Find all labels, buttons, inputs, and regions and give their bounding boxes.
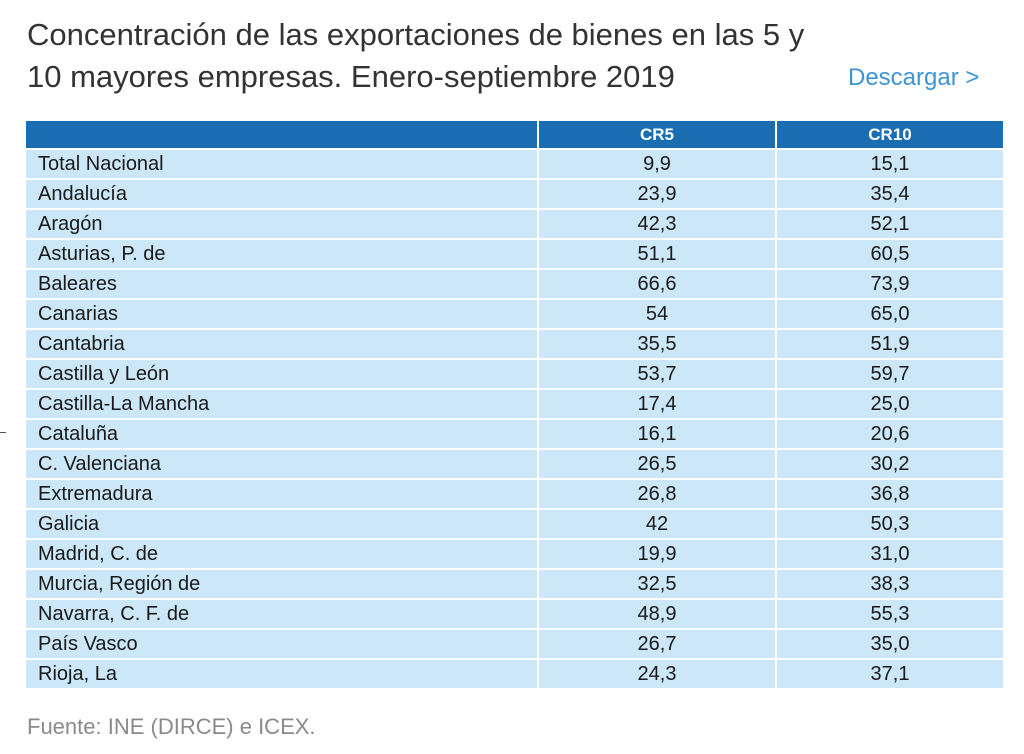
- cr10-cell: 25,0: [777, 390, 1003, 420]
- region-cell: Cantabria: [26, 330, 539, 360]
- table-row: C. Valenciana 26,5 30,2: [26, 450, 1003, 480]
- table-row: Baleares 66,6 73,9: [26, 270, 1003, 300]
- cr10-cell: 35,0: [777, 630, 1003, 660]
- table-row: Rioja, La 24,3 37,1: [26, 660, 1003, 690]
- cr10-cell: 55,3: [777, 600, 1003, 630]
- table-row: Castilla y León 53,7 59,7: [26, 360, 1003, 390]
- cr5-cell: 53,7: [539, 360, 777, 390]
- table-row: Castilla-La Mancha 17,4 25,0: [26, 390, 1003, 420]
- table-row: Extremadura 26,8 36,8: [26, 480, 1003, 510]
- region-cell: Extremadura: [26, 480, 539, 510]
- table-header: CR5 CR10: [26, 121, 1003, 150]
- table-row: Aragón 42,3 52,1: [26, 210, 1003, 240]
- cr5-cell: 54: [539, 300, 777, 330]
- cr10-cell: 15,1: [777, 150, 1003, 180]
- cr10-cell: 35,4: [777, 180, 1003, 210]
- cr10-cell: 52,1: [777, 210, 1003, 240]
- cr5-cell: 26,7: [539, 630, 777, 660]
- region-cell: Murcia, Región de: [26, 570, 539, 600]
- source-note: Fuente: INE (DIRCE) e ICEX.: [27, 714, 316, 739]
- region-cell: País Vasco: [26, 630, 539, 660]
- table-row: Madrid, C. de 19,9 31,0: [26, 540, 1003, 570]
- cr5-cell: 26,8: [539, 480, 777, 510]
- table-body: Total Nacional 9,9 15,1 Andalucía 23,9 35,4 Ar…: [26, 150, 1003, 690]
- cr10-cell: 60,5: [777, 240, 1003, 270]
- region-cell: Baleares: [26, 270, 539, 300]
- cr5-cell: 9,9: [539, 150, 777, 180]
- table-row: Cantabria 35,5 51,9: [26, 330, 1003, 360]
- header-region: [26, 121, 539, 150]
- region-cell: Castilla-La Mancha: [26, 390, 539, 420]
- cr5-cell: 32,5: [539, 570, 777, 600]
- table-row: Total Nacional 9,9 15,1: [26, 150, 1003, 180]
- cr5-cell: 42,3: [539, 210, 777, 240]
- region-cell: Canarias: [26, 300, 539, 330]
- region-cell: C. Valenciana: [26, 450, 539, 480]
- header-cr10: CR10: [777, 121, 1003, 150]
- region-cell: Asturias, P. de: [26, 240, 539, 270]
- table-row: Canarias 54 65,0: [26, 300, 1003, 330]
- table-row: Andalucía 23,9 35,4: [26, 180, 1003, 210]
- download-link[interactable]: Descargar >: [848, 64, 980, 91]
- cr5-cell: 16,1: [539, 420, 777, 450]
- cr5-cell: 24,3: [539, 660, 777, 690]
- margin-tick-mark: [0, 432, 6, 433]
- cr10-cell: 30,2: [777, 450, 1003, 480]
- table-row: Navarra, C. F. de 48,9 55,3: [26, 600, 1003, 630]
- header-cr5: CR5: [539, 121, 777, 150]
- cr10-cell: 31,0: [777, 540, 1003, 570]
- region-cell: Aragón: [26, 210, 539, 240]
- region-cell: Cataluña: [26, 420, 539, 450]
- cr10-cell: 73,9: [777, 270, 1003, 300]
- table-row: Asturias, P. de 51,1 60,5: [26, 240, 1003, 270]
- region-cell: Andalucía: [26, 180, 539, 210]
- cr10-cell: 65,0: [777, 300, 1003, 330]
- cr10-cell: 51,9: [777, 330, 1003, 360]
- cr10-cell: 59,7: [777, 360, 1003, 390]
- cr10-cell: 20,6: [777, 420, 1003, 450]
- region-cell: Castilla y León: [26, 360, 539, 390]
- cr5-cell: 48,9: [539, 600, 777, 630]
- cr5-cell: 19,9: [539, 540, 777, 570]
- header-row: CR5 CR10: [26, 121, 1003, 150]
- export-concentration-table: CR5 CR10 Total Nacional 9,9 15,1 Andalucía 2…: [26, 121, 1003, 690]
- cr5-cell: 51,1: [539, 240, 777, 270]
- cr5-cell: 17,4: [539, 390, 777, 420]
- cr10-cell: 37,1: [777, 660, 1003, 690]
- region-cell: Navarra, C. F. de: [26, 600, 539, 630]
- cr5-cell: 26,5: [539, 450, 777, 480]
- cr5-cell: 66,6: [539, 270, 777, 300]
- region-cell: Total Nacional: [26, 150, 539, 180]
- cr5-cell: 42: [539, 510, 777, 540]
- table-row: País Vasco 26,7 35,0: [26, 630, 1003, 660]
- table-row: Galicia 42 50,3: [26, 510, 1003, 540]
- region-cell: Rioja, La: [26, 660, 539, 690]
- table-row: Murcia, Región de 32,5 38,3: [26, 570, 1003, 600]
- region-cell: Madrid, C. de: [26, 540, 539, 570]
- cr10-cell: 38,3: [777, 570, 1003, 600]
- cr5-cell: 23,9: [539, 180, 777, 210]
- cr10-cell: 50,3: [777, 510, 1003, 540]
- cr5-cell: 35,5: [539, 330, 777, 360]
- table-row: Cataluña 16,1 20,6: [26, 420, 1003, 450]
- page-title: Concentración de las exportaciones de bi…: [27, 17, 805, 94]
- cr10-cell: 36,8: [777, 480, 1003, 510]
- region-cell: Galicia: [26, 510, 539, 540]
